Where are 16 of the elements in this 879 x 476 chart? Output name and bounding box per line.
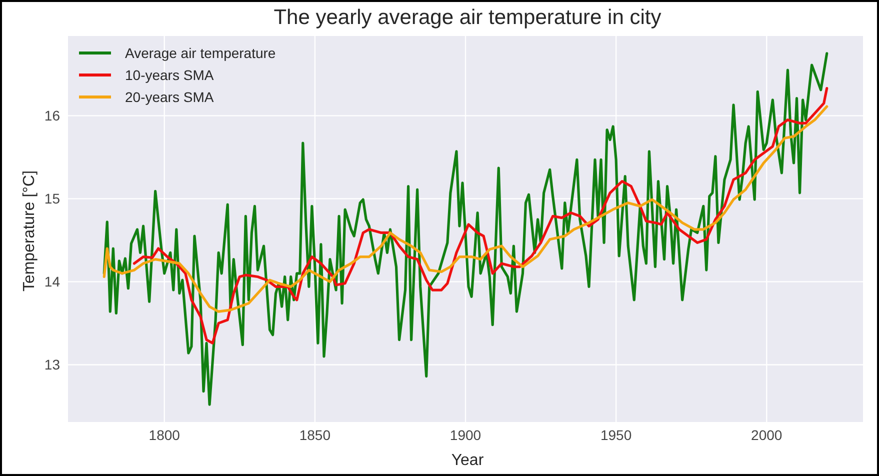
y-axis-title: Temperature [°C]	[21, 170, 39, 292]
y-tick-label: 15	[44, 190, 60, 207]
legend-label: 10-years SMA	[125, 66, 214, 85]
x-tick-label: 1900	[450, 426, 482, 443]
y-tick-label: 16	[44, 108, 60, 124]
line-series	[102, 105, 828, 313]
x-tick-label: 1950	[600, 426, 632, 443]
y-tick-label: 14	[44, 274, 60, 290]
chart-title: The yearly average air temperature in city	[272, 6, 662, 30]
x-tick-label: 2000	[751, 426, 782, 443]
legend-label: 20-years SMA	[125, 88, 214, 107]
x-tick-label: 1800	[148, 426, 180, 443]
x-tick-label: 1850	[299, 426, 331, 443]
legend-label: Average air temperature	[125, 44, 276, 63]
y-tick-label: 13	[44, 356, 60, 373]
x-axis-title: Year	[450, 452, 485, 470]
